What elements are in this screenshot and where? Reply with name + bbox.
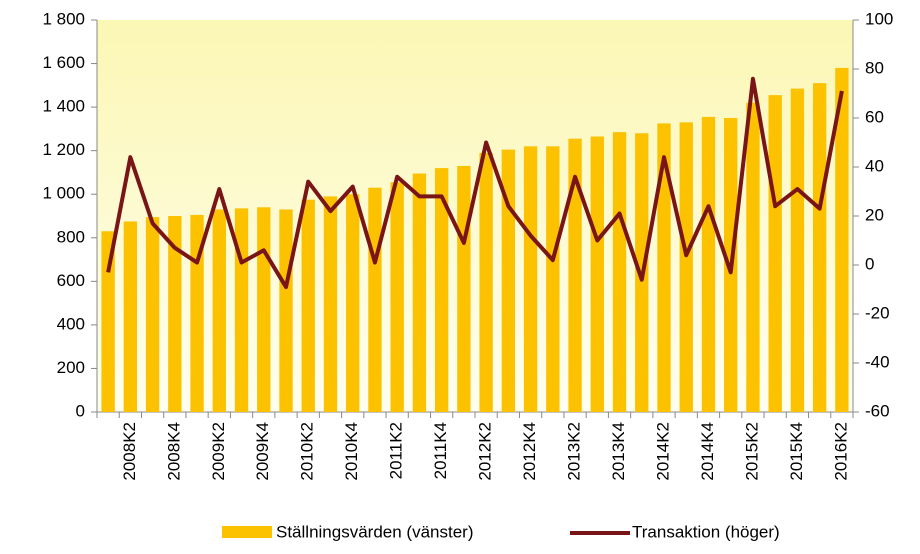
x-tick-label: 2014K2: [653, 422, 672, 481]
x-tick-label: 2016K2: [831, 422, 850, 481]
bar: [168, 216, 182, 412]
y-tick-label: 0: [76, 401, 85, 420]
bar: [835, 67, 849, 413]
y-tick-label: 1 200: [42, 140, 85, 159]
y-tick-label: 200: [57, 358, 85, 377]
y-tick-label: 400: [57, 314, 85, 333]
bar: [457, 165, 471, 412]
legend-label: Ställningsvärden (vänster): [276, 522, 473, 541]
bar: [523, 146, 538, 413]
x-tick-label: 2010K2: [298, 422, 317, 481]
y2-tick-label: 20: [865, 205, 884, 224]
y-tick-label: 800: [57, 227, 85, 246]
bar: [790, 88, 805, 412]
bar: [412, 173, 427, 412]
y2-tick-label: 100: [865, 9, 893, 28]
bar: [612, 132, 627, 412]
y-tick-label: 1 400: [42, 97, 85, 116]
bar: [123, 221, 138, 412]
y2-tick-label: 40: [865, 156, 884, 175]
bar: [190, 214, 204, 412]
line: [106, 76, 844, 290]
legend-swatch: [222, 526, 272, 538]
x-tick-label: 2013K2: [565, 422, 584, 481]
bar: [145, 217, 160, 412]
bar: [679, 122, 693, 412]
bar: [479, 152, 493, 412]
bar: [812, 83, 827, 413]
x-tick-label: 2011K2: [387, 422, 406, 479]
bar: [257, 207, 271, 412]
bar: [434, 168, 449, 412]
bar: [746, 102, 760, 412]
x-tick-label: 2013K4: [609, 422, 628, 481]
bar: [590, 136, 604, 412]
bar: [234, 208, 249, 412]
bar: [768, 95, 782, 412]
y2-tick-label: -20: [865, 303, 890, 322]
bar: [546, 146, 560, 413]
x-tick-label: 2008K4: [164, 422, 183, 481]
bar: [390, 182, 404, 412]
bar: [323, 196, 338, 412]
y-tick-label: 1 600: [42, 53, 85, 72]
y2-tick-label: -40: [865, 352, 890, 371]
bar: [101, 231, 115, 412]
bar: [568, 138, 582, 412]
y2-tick-label: 60: [865, 107, 884, 126]
x-tick-label: 2012K4: [520, 422, 539, 481]
x-tick-label: 2009K2: [209, 422, 228, 481]
bar: [279, 209, 293, 412]
y-tick-label: 600: [57, 271, 85, 290]
x-tick-label: 2015K4: [787, 422, 806, 481]
x-tick-label: 2009K4: [253, 422, 272, 481]
x-tick-label: 2008K2: [120, 422, 139, 481]
x-tick-label: 2011K4: [431, 422, 450, 479]
bar: [701, 116, 716, 413]
bar: [301, 199, 315, 412]
bar: [368, 187, 382, 412]
y2-tick-label: 80: [865, 58, 884, 77]
bar: [657, 123, 671, 412]
y2-tick-label: 0: [865, 254, 874, 273]
y-tick-label: 1 000: [42, 184, 85, 203]
x-tick-label: 2010K4: [342, 422, 361, 481]
y-tick-label: 1 800: [42, 9, 85, 28]
y2-tick-label: -60: [865, 401, 890, 420]
bar: [212, 209, 226, 412]
x-tick-label: 2015K2: [742, 422, 761, 481]
bar: [501, 149, 516, 413]
bar: [346, 194, 360, 412]
legend-label: Transaktion (höger): [632, 522, 780, 541]
x-tick-label: 2012K2: [476, 422, 495, 481]
x-tick-label: 2014K4: [698, 422, 717, 481]
